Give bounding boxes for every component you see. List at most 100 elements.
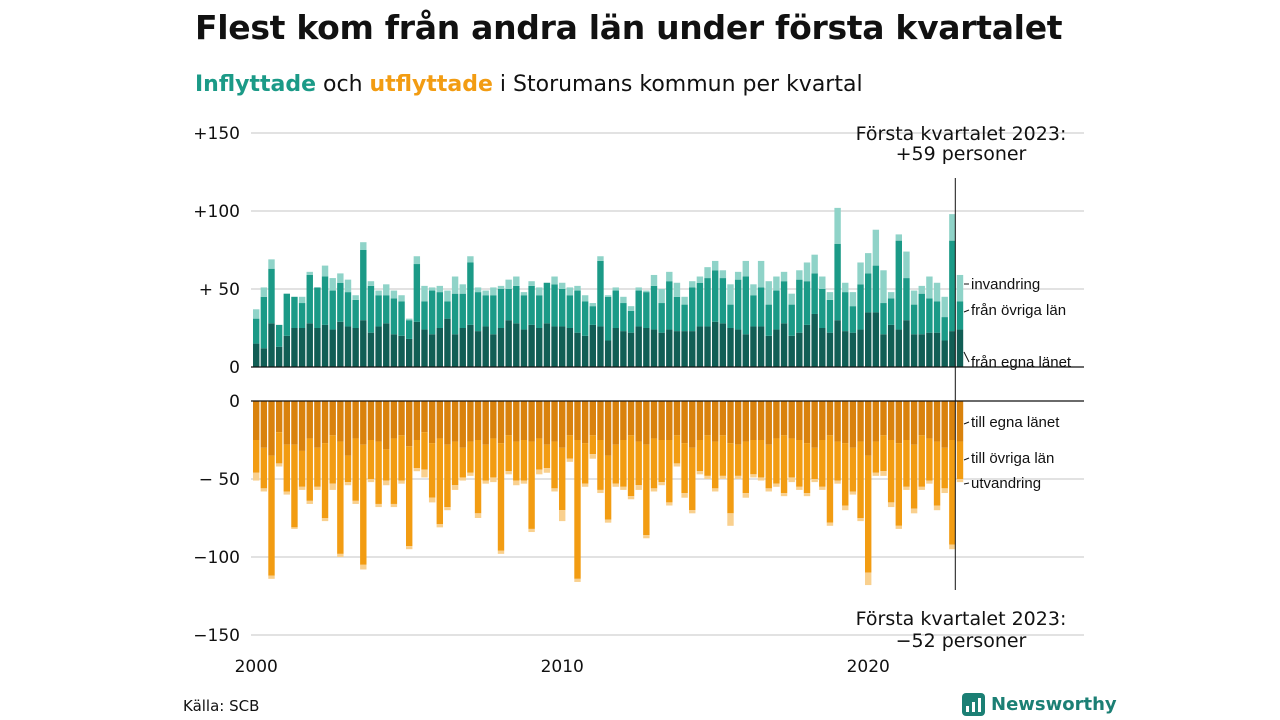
inflow-bar-3 bbox=[612, 287, 619, 291]
outflow-bar-1 bbox=[306, 401, 313, 439]
outflow-bar-3 bbox=[559, 510, 566, 522]
outflow-bar-1 bbox=[918, 401, 925, 436]
inflow-bar-2 bbox=[788, 304, 795, 336]
outflow-bar-1 bbox=[719, 401, 727, 436]
inflow-bar-2 bbox=[750, 295, 757, 327]
outflow-bar-3 bbox=[497, 550, 505, 554]
inflow-bar-2 bbox=[689, 287, 696, 332]
outflow-bar-1 bbox=[895, 401, 902, 444]
outflow-bar-2 bbox=[482, 444, 489, 481]
outflow-bar-2 bbox=[773, 438, 780, 484]
inflow-bar-1 bbox=[658, 332, 665, 367]
inflow-bar-3 bbox=[490, 287, 497, 296]
outflow-bar-1 bbox=[773, 401, 780, 439]
label-till-ovriga-lan: till övriga län bbox=[971, 450, 1054, 467]
outflow-bar-1 bbox=[826, 401, 834, 436]
outflow-bar-1 bbox=[559, 401, 566, 448]
outflow-bar-1 bbox=[865, 401, 872, 456]
inflow-bar-2 bbox=[321, 276, 329, 325]
outflow-bar-3 bbox=[528, 528, 535, 533]
outflow-bar-1 bbox=[428, 401, 436, 444]
inflow-bar-1 bbox=[513, 323, 520, 367]
inflow-bar-2 bbox=[421, 301, 428, 330]
outflow-bar-2 bbox=[490, 438, 497, 478]
outflow-bar-1 bbox=[635, 401, 642, 442]
outflow-bar-2 bbox=[406, 446, 413, 547]
outflow-bar-2 bbox=[383, 449, 390, 481]
inflow-bar-2 bbox=[398, 301, 405, 336]
outflow-bar-1 bbox=[536, 401, 543, 439]
outflow-bar-1 bbox=[819, 401, 826, 440]
outflow-bar-3 bbox=[352, 500, 359, 504]
outflow-bar-1 bbox=[375, 401, 382, 442]
outflow-bar-1 bbox=[566, 401, 574, 436]
y-tick-label: − 50 bbox=[199, 470, 240, 490]
inflow-bar-2 bbox=[926, 298, 933, 333]
inflow-bar-2 bbox=[482, 295, 489, 327]
outflow-bar-3 bbox=[428, 497, 436, 503]
inflow-bar-1 bbox=[490, 334, 497, 367]
outflow-bar-2 bbox=[727, 443, 734, 514]
outflow-bar-1 bbox=[298, 401, 306, 451]
inflow-bar-3 bbox=[337, 273, 344, 283]
outflow-bar-2 bbox=[604, 455, 612, 520]
outflow-bar-2 bbox=[321, 443, 329, 518]
inflow-bar-3 bbox=[321, 265, 329, 277]
label-till-ovriga-lan-leader bbox=[963, 457, 970, 461]
outflow-bar-2 bbox=[865, 455, 872, 573]
outflow-bar-3 bbox=[383, 480, 390, 486]
outflow-bar-1 bbox=[658, 401, 665, 440]
inflow-bar-2 bbox=[337, 282, 344, 322]
outflow-bar-3 bbox=[467, 472, 474, 476]
outflow-bar-3 bbox=[910, 508, 918, 514]
outflow-bar-1 bbox=[903, 401, 910, 440]
inflow-bar-2 bbox=[574, 290, 581, 333]
inflow-bar-2 bbox=[650, 285, 658, 330]
outflow-bar-3 bbox=[581, 483, 589, 487]
outflow-bar-2 bbox=[390, 438, 398, 504]
inflow-bar-1 bbox=[956, 329, 964, 367]
inflow-bar-2 bbox=[260, 296, 268, 349]
inflow-bar-3 bbox=[627, 306, 635, 311]
label-fran-ovriga-lan: från övriga län bbox=[971, 302, 1066, 319]
outflow-bar-1 bbox=[956, 401, 964, 442]
inflow-bar-3 bbox=[742, 260, 749, 277]
inflow-bar-3 bbox=[666, 271, 673, 282]
inflow-bar-2 bbox=[658, 303, 665, 333]
inflow-bar-2 bbox=[643, 292, 650, 328]
outflow-bar-3 bbox=[842, 505, 849, 511]
outflow-bar-2 bbox=[788, 438, 795, 478]
inflow-bar-2 bbox=[428, 290, 436, 335]
outflow-bar-2 bbox=[497, 443, 505, 551]
outflow-bar-3 bbox=[536, 469, 543, 475]
outflow-bar-3 bbox=[375, 503, 382, 508]
inflow-bar-3 bbox=[834, 207, 841, 244]
inflow-bar-3 bbox=[459, 284, 466, 294]
outflow-bar-1 bbox=[681, 401, 688, 444]
outflow-bar-2 bbox=[467, 441, 474, 473]
outflow-bar-3 bbox=[589, 454, 596, 459]
inflow-bar-2 bbox=[604, 296, 612, 341]
inflow-bar-1 bbox=[826, 332, 834, 367]
outflow-bar-2 bbox=[398, 435, 405, 481]
outflow-bar-3 bbox=[566, 458, 574, 462]
inflow-bar-1 bbox=[467, 324, 474, 367]
outflow-bar-1 bbox=[941, 401, 948, 448]
migration-bar-chart: +150 +100 + 50 0 0 − 50 −100 −150 2000 2010 2020 Fö… bbox=[193, 123, 1084, 677]
inflow-bar-1 bbox=[933, 332, 941, 367]
outflow-bar-1 bbox=[344, 401, 352, 456]
inflow-bar-2 bbox=[895, 240, 902, 330]
inflow-bar-1 bbox=[406, 338, 413, 367]
inflow-bar-3 bbox=[444, 290, 451, 302]
outflow-bar-3 bbox=[360, 564, 367, 570]
inflow-bar-1 bbox=[444, 318, 451, 367]
inflow-bar-1 bbox=[367, 332, 375, 367]
outflow-bar-2 bbox=[673, 435, 681, 464]
inflow-bar-3 bbox=[773, 276, 780, 291]
outflow-bar-1 bbox=[696, 401, 704, 440]
inflow-bar-3 bbox=[689, 281, 696, 288]
outflow-bar-1 bbox=[413, 401, 421, 440]
y-tick-label: −150 bbox=[193, 626, 240, 646]
inflow-bar-3 bbox=[903, 251, 910, 279]
inflow-bar-1 bbox=[727, 328, 734, 367]
